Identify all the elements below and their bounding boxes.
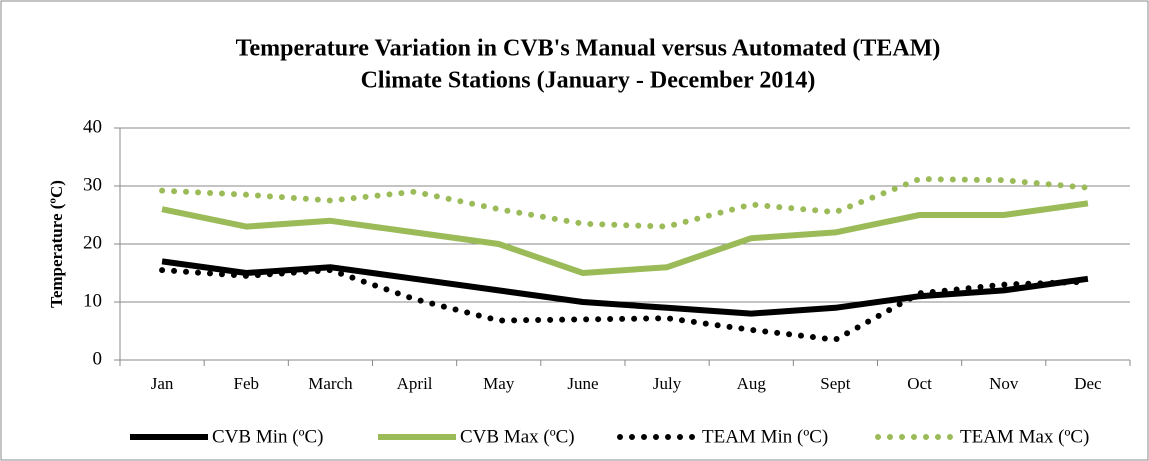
series-line [161,200,1089,276]
series-line [159,267,1091,343]
x-tick-label: Nov [989,374,1019,393]
legend-label: CVB Max (ºC) [460,426,575,447]
legend-label: CVB Min (ºC) [212,426,323,447]
series-line [161,258,1089,317]
x-tick-label: Jan [151,374,174,393]
x-tick-label: June [567,374,598,393]
y-tick-label: 30 [83,174,102,195]
y-tick-label: 40 [83,116,102,137]
y-tick-label: 20 [83,232,102,253]
x-tick-label: Sept [820,374,851,393]
x-tick-label: March [308,374,353,393]
x-tick-label: Dec [1074,374,1102,393]
chart-subtitle: Climate Stations (January - December 201… [361,68,816,94]
y-tick-label: 0 [93,348,103,369]
y-axis-title: Temperature (ºC) [47,180,66,308]
legend-label: TEAM Min (ºC) [702,426,828,447]
x-tick-label: Oct [907,374,932,393]
y-tick-label: 10 [83,290,102,311]
x-tick-label: July [653,374,682,393]
x-tick-label: April [397,374,433,393]
x-tick-label: May [483,374,515,393]
chart-title: Temperature Variation in CVB's Manual ve… [236,36,941,62]
series-line [159,176,1091,230]
x-tick-label: Aug [737,374,767,393]
x-tick-label: Feb [234,374,260,393]
legend-label: TEAM Max (ºC) [960,426,1089,447]
